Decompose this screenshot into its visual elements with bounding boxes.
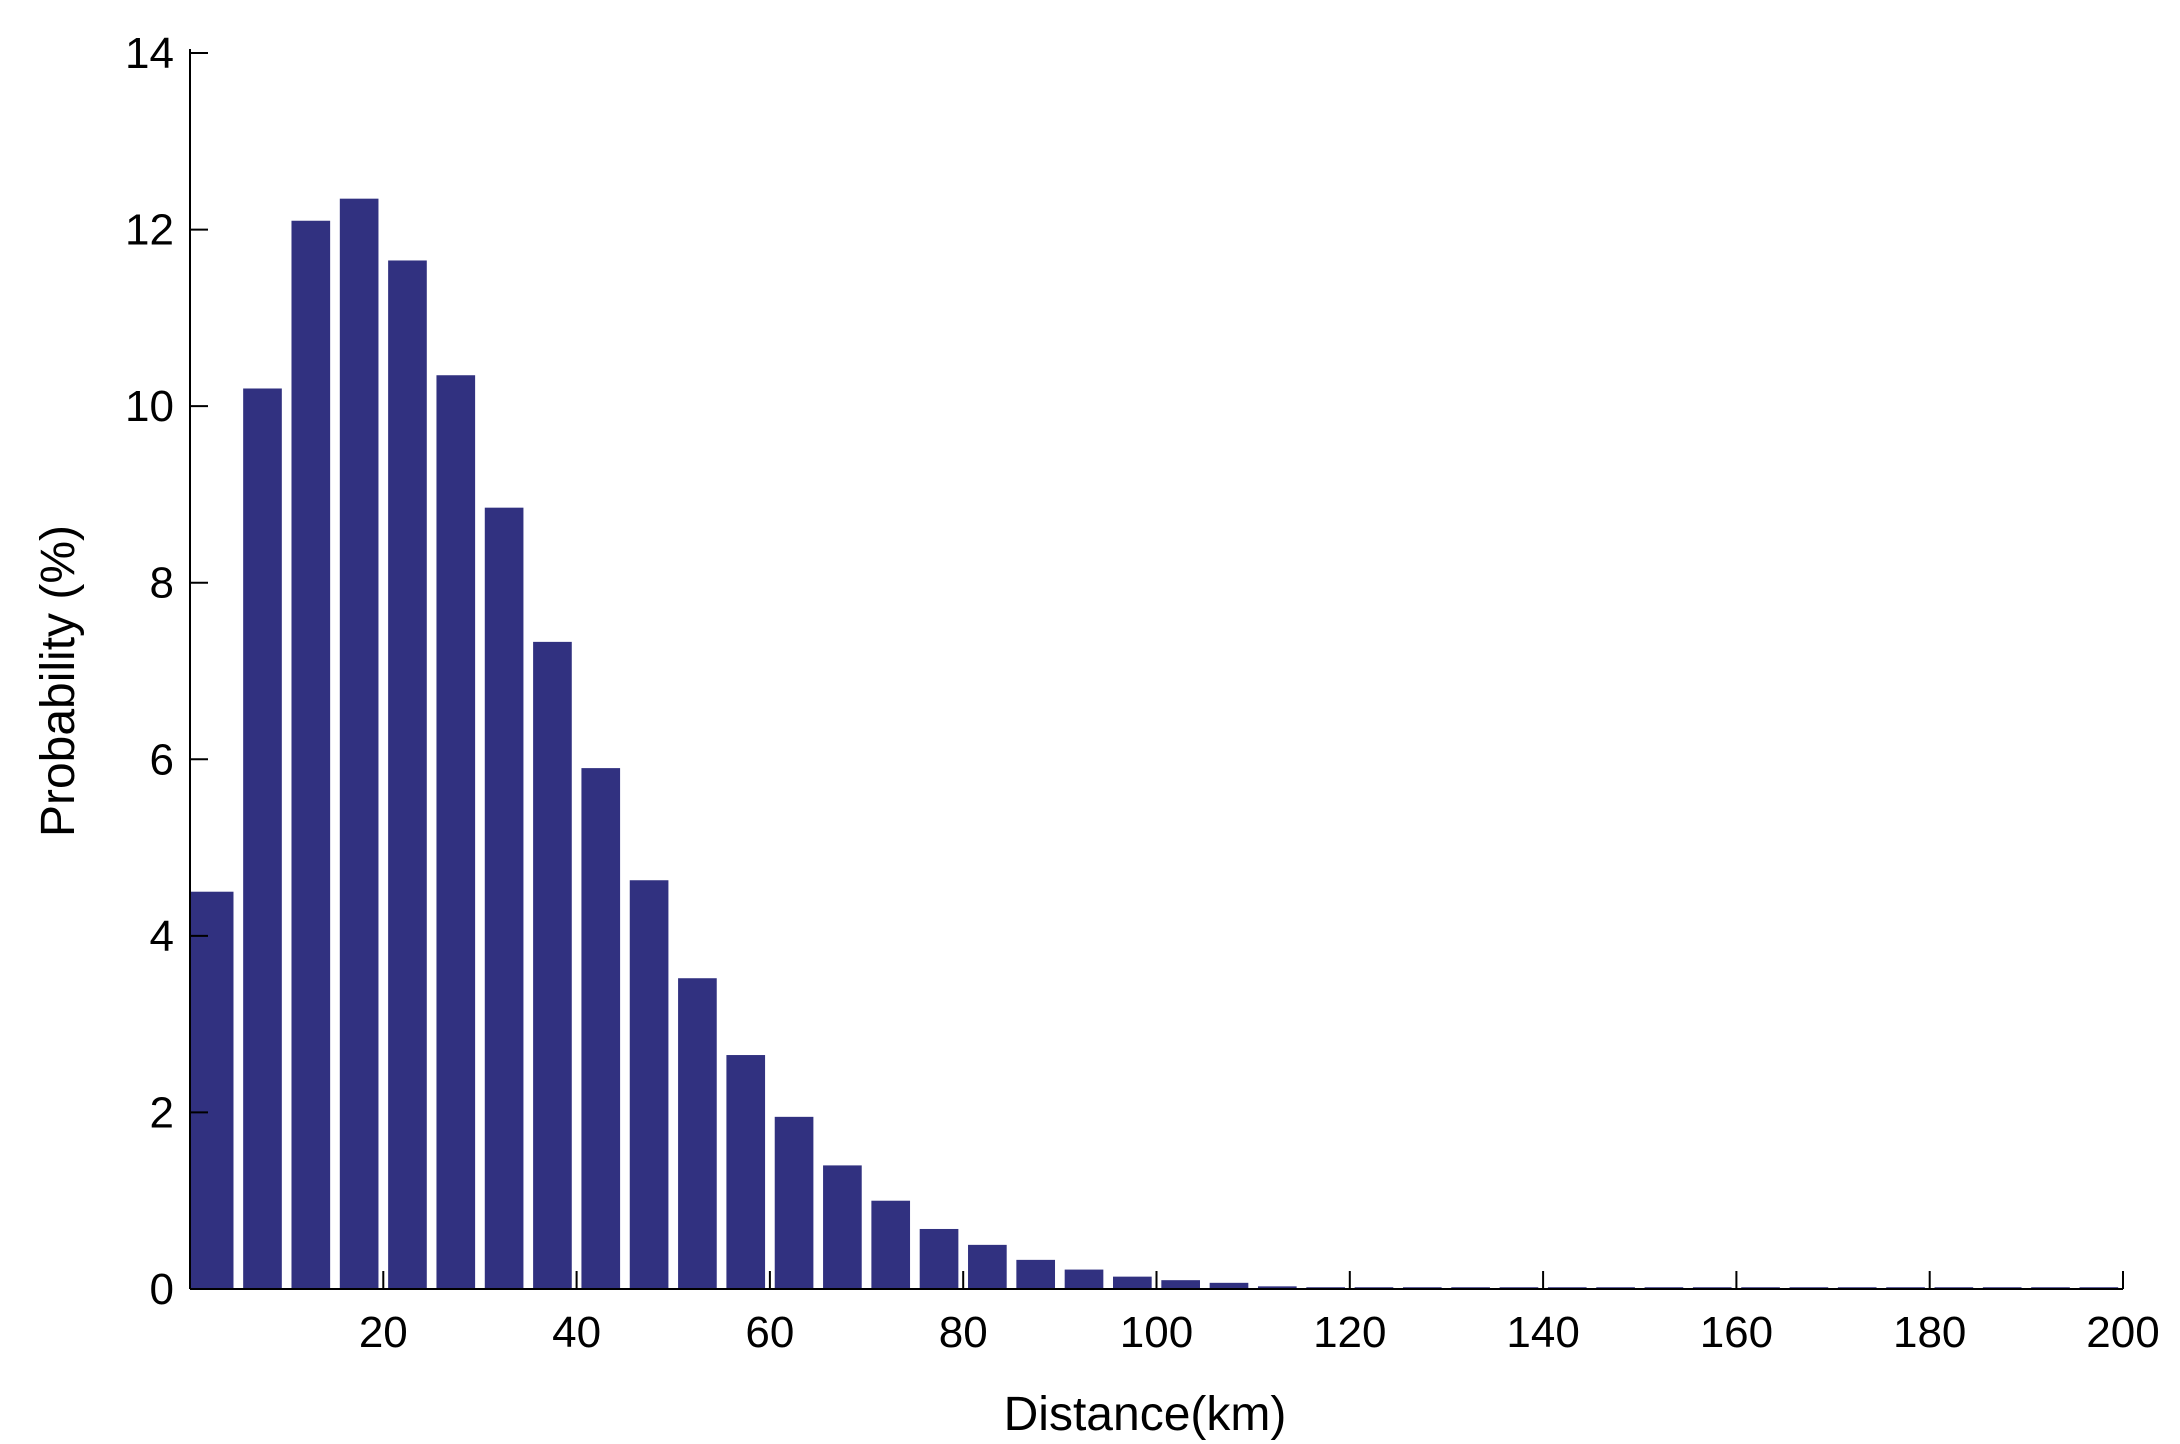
y-tick-label: 8 [150, 559, 174, 608]
bar [919, 1228, 959, 1289]
bar [436, 375, 476, 1289]
bar [968, 1244, 1007, 1289]
x-tick-label: 200 [2086, 1308, 2159, 1357]
bar [581, 768, 621, 1289]
y-tick-label: 6 [150, 735, 174, 784]
bar [190, 891, 234, 1289]
bar [629, 880, 669, 1289]
bar [291, 220, 331, 1290]
bars-group [190, 198, 2119, 1290]
bar [533, 641, 572, 1289]
x-tick-label: 100 [1120, 1308, 1193, 1357]
x-tick-label: 80 [939, 1308, 988, 1357]
y-tick-label: 0 [150, 1265, 174, 1314]
bar [726, 1055, 766, 1289]
bar [388, 260, 427, 1290]
bar [1113, 1276, 1152, 1289]
y-tick-label: 2 [150, 1088, 174, 1137]
x-tick-label: 180 [1893, 1308, 1966, 1357]
bar [1064, 1269, 1104, 1289]
ticks-group: 0 2 4 6 8 10 12 14 20 40 60 80 100 120 140 160 180 200 [125, 29, 2160, 1357]
x-tick-label: 20 [359, 1308, 408, 1357]
y-tick-label: 14 [125, 29, 174, 78]
bar [823, 1165, 862, 1289]
bar [1161, 1280, 1200, 1289]
bar [1016, 1259, 1056, 1289]
x-tick-label: 160 [1700, 1308, 1773, 1357]
bar [774, 1116, 814, 1289]
bar [1209, 1282, 1249, 1289]
x-axis-title: Distance(km) [1004, 1388, 1287, 1441]
axes-group [189, 49, 2123, 1290]
y-tick-label: 10 [125, 382, 174, 431]
x-tick-label: 60 [745, 1308, 794, 1357]
bar [339, 198, 379, 1289]
bar [484, 507, 524, 1289]
bar [1257, 1286, 1297, 1289]
y-axis-title: Probability (%) [32, 525, 85, 837]
x-tick-label: 140 [1506, 1308, 1579, 1357]
x-tick-label: 40 [552, 1308, 601, 1357]
bar [243, 388, 282, 1289]
y-tick-label: 4 [150, 912, 174, 961]
x-tick-label: 120 [1313, 1308, 1386, 1357]
bar [871, 1200, 911, 1289]
y-tick-label: 12 [125, 206, 174, 255]
bar [678, 978, 717, 1289]
